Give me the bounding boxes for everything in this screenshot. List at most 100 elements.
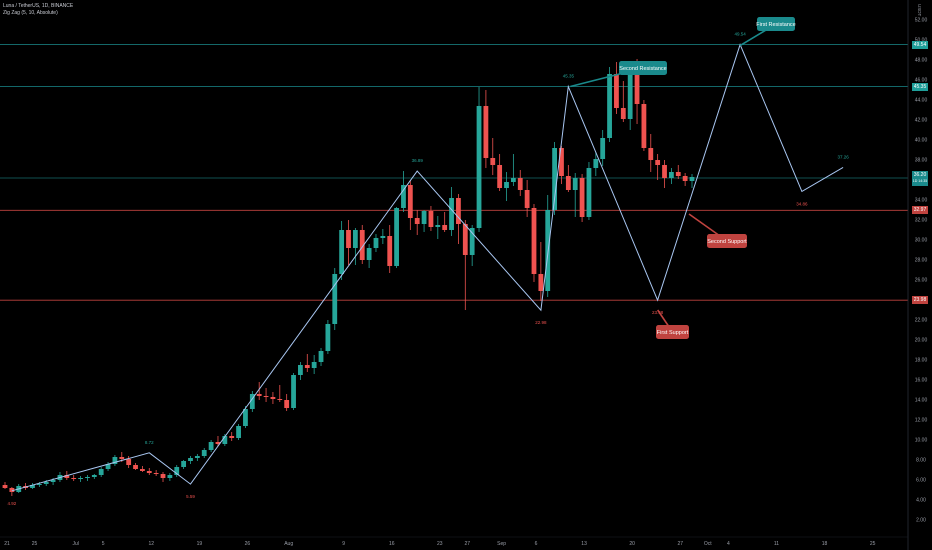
annotation-box xyxy=(619,61,667,75)
candle-body xyxy=(401,185,406,208)
candle-body xyxy=(318,351,324,362)
candle-body xyxy=(146,471,152,473)
pivot-labels: 4.92 8.72 5.59 36.89 22.98 45.35 23.98 49.54 34.… xyxy=(7,32,849,506)
candle-body xyxy=(298,365,303,375)
price-tick-label: 28.00 xyxy=(915,258,928,264)
price-tag-support: 23.98 xyxy=(912,296,928,305)
candle-body xyxy=(655,160,661,165)
candle-body xyxy=(428,211,434,227)
price-tick-label: 44.00 xyxy=(915,98,928,104)
candle-body xyxy=(332,274,338,324)
time-tick-label: Sep xyxy=(497,541,506,547)
candle-body xyxy=(476,106,482,228)
candle-body xyxy=(30,485,35,488)
price-tick-label: 38.00 xyxy=(915,158,928,164)
currency-label: USDT xyxy=(917,4,922,17)
candle-body xyxy=(98,469,104,475)
time-axis[interactable]: 21 25 Jul 5 12 19 26 Aug 9 16 23 27 Sep 6 13 20 27 Oct 4 11… xyxy=(0,536,908,547)
time-tick-label: Jul xyxy=(72,541,78,547)
candle-body xyxy=(586,168,592,217)
pivot-label-high: 36.89 xyxy=(412,158,424,163)
candle-body xyxy=(414,218,420,224)
pivot-label-high: 49.54 xyxy=(734,32,746,37)
time-tick-label: 4 xyxy=(727,541,730,547)
candle-body xyxy=(421,211,427,224)
time-tick-label: 9 xyxy=(342,541,345,547)
price-tick-label: 26.00 xyxy=(915,278,928,284)
candle-body xyxy=(600,138,606,159)
candle-body xyxy=(407,185,413,218)
pivot-label-low: 4.92 xyxy=(7,501,16,506)
candle-body xyxy=(510,178,516,182)
candle-body xyxy=(304,365,310,368)
candle-body xyxy=(36,484,42,485)
annotation-box xyxy=(757,17,795,31)
price-tick-label: 46.00 xyxy=(915,78,928,84)
time-tick-label: 11 xyxy=(774,541,779,547)
candle-body xyxy=(153,473,159,474)
time-tick-label: 13 xyxy=(581,541,587,547)
pivot-label-low: 5.59 xyxy=(186,494,195,499)
candle-body xyxy=(662,165,667,178)
pivot-label-high: 45.35 xyxy=(563,74,575,79)
price-tick-label: 48.00 xyxy=(915,58,928,64)
candle-body xyxy=(538,274,544,291)
candle-body xyxy=(469,228,475,255)
candle-body xyxy=(572,178,578,190)
candle-body xyxy=(126,459,132,465)
candle-body xyxy=(531,208,537,274)
candle-body xyxy=(2,485,8,488)
symbol-title: Luna / TetherUS, 1D, BINANCE xyxy=(3,3,74,9)
candle-body xyxy=(456,198,461,224)
candle-body xyxy=(607,74,612,138)
price-tick-label: 42.00 xyxy=(915,118,928,124)
candle-body xyxy=(167,475,173,478)
candle-body xyxy=(682,176,688,181)
candle-body xyxy=(85,477,90,478)
time-tick-label: 26 xyxy=(245,541,251,547)
candle-body xyxy=(194,456,200,458)
price-tick-label: 40.00 xyxy=(915,138,928,144)
candle-body xyxy=(373,238,379,248)
candle-body xyxy=(359,230,365,260)
price-tick-label: 2.00 xyxy=(916,518,926,524)
time-tick-label: 6 xyxy=(535,541,538,547)
candle-body xyxy=(668,172,674,178)
time-tick-label: 18 xyxy=(822,541,828,547)
candle-body xyxy=(339,230,345,274)
price-tick-label: 12.00 xyxy=(915,418,928,424)
annotation-label: First Resistance xyxy=(756,22,795,28)
price-tick-label: 6.00 xyxy=(916,478,926,484)
candle-body xyxy=(277,399,283,400)
candle-body xyxy=(634,75,640,104)
candle-body xyxy=(435,225,441,227)
price-tag-current: 36.20 1D 14:35 xyxy=(912,171,928,186)
price-tag-resistance: 45.35 xyxy=(912,82,928,91)
annotation-box xyxy=(707,234,747,248)
price-tick-label: 16.00 xyxy=(915,378,928,384)
candle-body xyxy=(579,178,585,217)
candle-body xyxy=(552,148,557,210)
candle-body xyxy=(565,176,571,190)
candle-body xyxy=(263,396,269,397)
price-tick-label: 14.00 xyxy=(915,398,928,404)
time-tick-label: 20 xyxy=(629,541,635,547)
candle-body xyxy=(9,488,15,492)
indicator-title: Zig Zag (5, 10, Absolute) xyxy=(3,10,58,16)
candle-body xyxy=(366,248,372,260)
time-tick-label: 25 xyxy=(32,541,38,547)
candle-body xyxy=(78,478,83,479)
price-tick-label: 4.00 xyxy=(916,498,926,504)
candle-body xyxy=(524,190,530,208)
price-tick-label: 34.00 xyxy=(915,198,928,204)
candle-body xyxy=(208,442,214,450)
pivot-label-low: 22.98 xyxy=(535,320,547,325)
candle-body xyxy=(593,159,599,168)
candle-body xyxy=(620,108,626,119)
candle-body xyxy=(380,236,386,238)
price-tick-label: 18.00 xyxy=(915,358,928,364)
annotations: First Resistance Second Resistance Second … xyxy=(570,17,796,339)
candle-body xyxy=(201,450,207,456)
candle-body xyxy=(346,230,351,248)
